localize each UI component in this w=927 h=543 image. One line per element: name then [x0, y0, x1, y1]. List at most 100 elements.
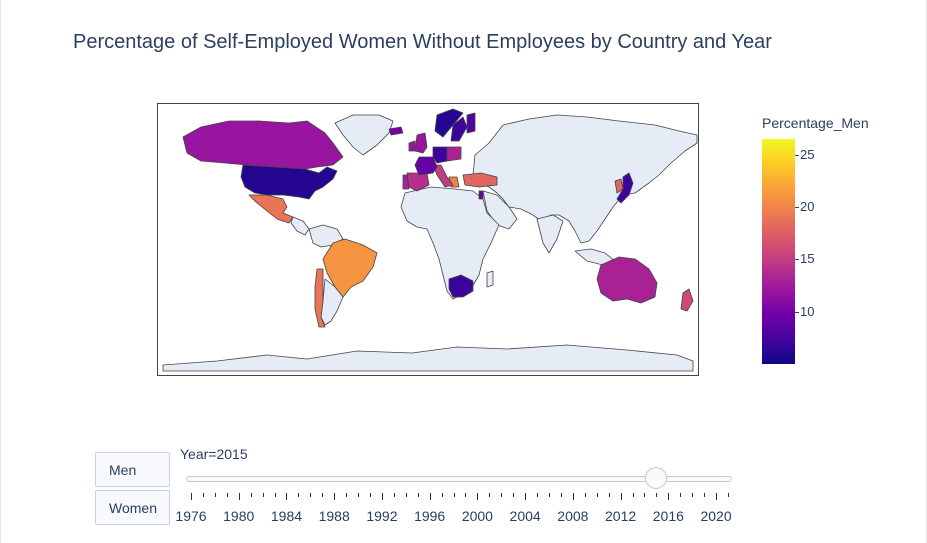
- country-south-korea[interactable]: [614, 178, 624, 194]
- colorbar-tick: [795, 207, 799, 209]
- world-choropleth-map[interactable]: [157, 103, 699, 376]
- colorbar-tick: [795, 311, 799, 313]
- year-slider-tick: [489, 493, 491, 497]
- year-slider-tick-label: 1996: [414, 508, 446, 524]
- year-slider-tick: [596, 493, 598, 497]
- colorbar-title: Percentage_Men: [762, 115, 869, 131]
- country-brazil[interactable]: [322, 238, 378, 298]
- year-slider-tick: [477, 493, 479, 500]
- year-slider-tick-label: 2016: [652, 508, 684, 524]
- year-slider-tick: [644, 493, 646, 497]
- year-slider-rail[interactable]: [186, 476, 732, 482]
- country-new-zealand[interactable]: [680, 288, 694, 312]
- year-slider-tick: [704, 493, 706, 497]
- year-slider-tick-label: 1984: [270, 508, 303, 524]
- country-greenland: [334, 114, 394, 156]
- country-germany[interactable]: [432, 146, 448, 164]
- country-ireland[interactable]: [408, 140, 416, 152]
- year-slider-tick: [572, 493, 574, 500]
- year-slider-label: Year=2015: [180, 446, 248, 462]
- year-slider-tick: [310, 493, 312, 497]
- year-slider-tick: [393, 493, 395, 497]
- country-arabia: [482, 190, 518, 230]
- country-south-africa[interactable]: [448, 274, 474, 298]
- year-slider-tick: [620, 493, 622, 500]
- colorbar-tick-label: 20: [800, 199, 815, 215]
- colorbar-tick-label: 10: [800, 303, 815, 319]
- year-slider-tick: [716, 493, 718, 500]
- year-slider-tick: [191, 493, 192, 500]
- country-united-kingdom[interactable]: [414, 132, 428, 154]
- country-india: [536, 214, 564, 254]
- year-slider-tick: [417, 493, 419, 497]
- country-central-america: [290, 216, 310, 236]
- country-iceland[interactable]: [388, 126, 404, 136]
- year-slider-tick: [322, 493, 324, 497]
- country-australia[interactable]: [596, 256, 658, 304]
- year-slider-tick: [298, 493, 300, 497]
- year-slider-tick: [549, 493, 550, 497]
- year-slider-tick: [728, 493, 729, 497]
- men-button[interactable]: Men: [95, 452, 170, 487]
- year-slider-tick: [501, 493, 503, 497]
- colorbar: [762, 139, 795, 364]
- country-canada[interactable]: [182, 120, 344, 170]
- year-slider-tick: [513, 493, 515, 497]
- year-slider-tick: [202, 493, 204, 497]
- year-slider-tick: [214, 493, 216, 497]
- year-slider-tick-label: 2000: [461, 508, 493, 524]
- year-slider-tick: [680, 493, 682, 497]
- women-button[interactable]: Women: [95, 490, 170, 525]
- colorbar-tick: [795, 259, 799, 261]
- year-slider-tick-label: 2012: [605, 508, 637, 524]
- year-slider-tick: [608, 493, 610, 497]
- year-slider-tick: [632, 493, 634, 497]
- year-slider-tick: [286, 493, 288, 500]
- country-portugal[interactable]: [402, 174, 410, 190]
- country-antarctica: [162, 344, 694, 372]
- year-slider-tick: [656, 493, 658, 497]
- year-slider-tick: [262, 493, 264, 497]
- year-slider-tick-label: 2004: [509, 508, 541, 524]
- year-slider-tick: [238, 493, 240, 500]
- year-slider-tick: [381, 493, 383, 500]
- country-italy[interactable]: [432, 164, 454, 188]
- country-israel[interactable]: [478, 190, 484, 200]
- year-slider-tick: [692, 493, 694, 497]
- country-chile[interactable]: [314, 268, 326, 328]
- year-slider-tick: [226, 493, 228, 497]
- country-united-states[interactable]: [240, 164, 338, 200]
- colorbar-tick: [795, 154, 799, 156]
- country-madagascar: [486, 270, 494, 288]
- year-slider-tick: [441, 493, 443, 497]
- year-slider-tick-label: 1980: [223, 508, 255, 524]
- year-slider-tick-label: 2008: [557, 508, 589, 524]
- year-slider-tick-label: 1992: [366, 508, 398, 524]
- year-slider-tick: [370, 493, 371, 497]
- year-slider-tick-label: 2020: [700, 508, 732, 524]
- year-slider-tick: [560, 493, 562, 497]
- year-slider-tick-label: 1988: [318, 508, 350, 524]
- year-slider-tick: [525, 493, 527, 500]
- year-slider-tick: [346, 493, 348, 497]
- year-slider-tick: [537, 493, 539, 497]
- colorbar-tick-label: 25: [800, 146, 815, 162]
- country-turkey[interactable]: [462, 172, 498, 188]
- country-sweden[interactable]: [450, 116, 468, 142]
- colorbar-tick-label: 15: [800, 251, 815, 267]
- country-france[interactable]: [414, 156, 438, 176]
- year-slider-tick: [274, 493, 276, 497]
- year-slider-handle[interactable]: [645, 467, 668, 489]
- chart-title: Percentage of Self-Employed Women Withou…: [73, 31, 772, 53]
- country-poland[interactable]: [446, 146, 462, 162]
- year-slider-tick: [429, 493, 431, 500]
- year-slider-tick: [250, 493, 252, 497]
- year-slider-tick: [334, 493, 336, 500]
- year-slider-tick-label: 1976: [175, 508, 207, 524]
- country-japan[interactable]: [616, 172, 634, 204]
- country-finland[interactable]: [466, 112, 476, 134]
- year-slider-tick: [358, 493, 360, 497]
- year-slider-tick: [668, 493, 670, 500]
- year-slider-tick: [584, 493, 586, 497]
- year-slider-tick: [465, 493, 467, 497]
